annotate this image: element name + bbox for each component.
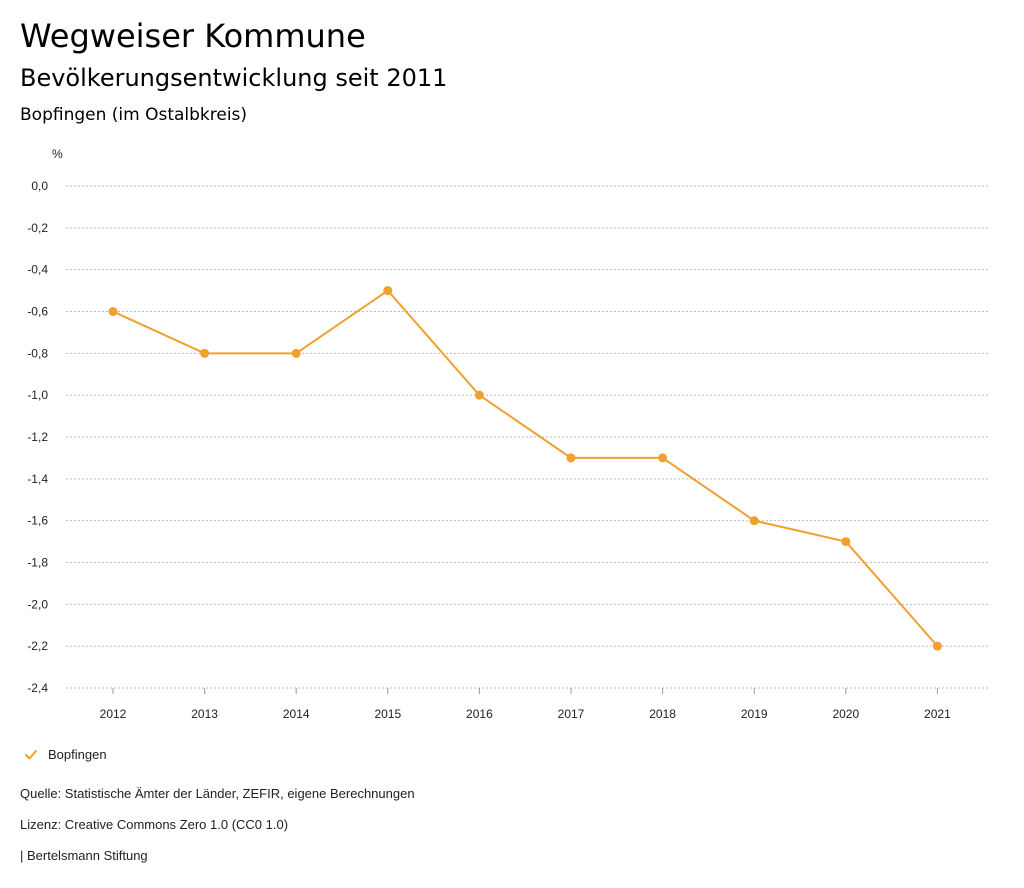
data-point bbox=[932, 641, 942, 651]
data-point bbox=[200, 348, 210, 358]
y-tick-label: -2,2 bbox=[27, 639, 48, 653]
y-tick-label: -2,0 bbox=[27, 597, 48, 611]
region-title: Bopfingen (im Ostalbkreis) bbox=[20, 105, 248, 125]
chart-subtitle: Bevölkerungsentwicklung seit 2011 bbox=[20, 64, 448, 92]
x-tick-label: 2013 bbox=[191, 707, 218, 721]
x-tick-label: 2016 bbox=[466, 707, 493, 721]
x-tick-label: 2017 bbox=[558, 707, 585, 721]
data-point bbox=[841, 537, 851, 547]
page-title: Wegweiser Kommune bbox=[20, 17, 366, 55]
y-tick-label: -1,6 bbox=[27, 514, 48, 528]
data-point bbox=[474, 390, 484, 400]
y-tick-label: -2,4 bbox=[27, 681, 48, 695]
data-point bbox=[749, 516, 759, 526]
x-tick-label: 2014 bbox=[283, 707, 310, 721]
data-point bbox=[383, 286, 393, 296]
checkmark-icon[interactable] bbox=[24, 747, 38, 761]
y-tick-label: -0,8 bbox=[27, 346, 48, 360]
legend-item-bopfingen[interactable]: Bopfingen bbox=[48, 746, 107, 762]
y-tick-label: -0,2 bbox=[27, 221, 48, 235]
x-tick-label: 2019 bbox=[741, 707, 768, 721]
data-point bbox=[108, 307, 118, 316]
x-tick-labels: 2012 2013 2014 2015 2016 2017 2018 2019 2020 2021 bbox=[100, 688, 951, 721]
x-tick-label: 2015 bbox=[374, 707, 401, 721]
x-tick-label: 2018 bbox=[649, 707, 676, 721]
y-tick-label: -1,4 bbox=[27, 472, 48, 486]
y-tick-labels: 0,0 -0,2 -0,4 -0,6 -0,8 -1,0 -1,2 -1,4 -1,6 -1,8 -… bbox=[27, 179, 48, 695]
data-point bbox=[658, 453, 668, 463]
series-line-bopfingen bbox=[112, 289, 939, 647]
y-tick-label: -0,4 bbox=[27, 263, 48, 277]
x-tick-label: 2021 bbox=[924, 707, 951, 721]
license-note: Lizenz: Creative Commons Zero 1.0 (CC0 1… bbox=[20, 817, 289, 832]
source-note: Quelle: Statistische Ämter der Länder, Z… bbox=[20, 786, 415, 801]
data-point bbox=[566, 453, 576, 463]
legend: Bopfingen bbox=[24, 744, 107, 764]
y-tick-label: -1,0 bbox=[27, 388, 48, 402]
y-tick-label: -1,2 bbox=[27, 430, 48, 444]
y-axis-label: % bbox=[52, 147, 63, 161]
x-tick-label: 2020 bbox=[832, 707, 859, 721]
publisher-note: | Bertelsmann Stiftung bbox=[20, 848, 148, 863]
series-layer bbox=[108, 286, 942, 651]
y-tick-label: 0,0 bbox=[31, 179, 48, 193]
grid-layer bbox=[66, 185, 990, 689]
data-point bbox=[291, 348, 301, 358]
y-tick-label: -1,8 bbox=[27, 556, 48, 570]
y-tick-label: -0,6 bbox=[27, 305, 48, 319]
x-tick-label: 2012 bbox=[100, 707, 127, 721]
